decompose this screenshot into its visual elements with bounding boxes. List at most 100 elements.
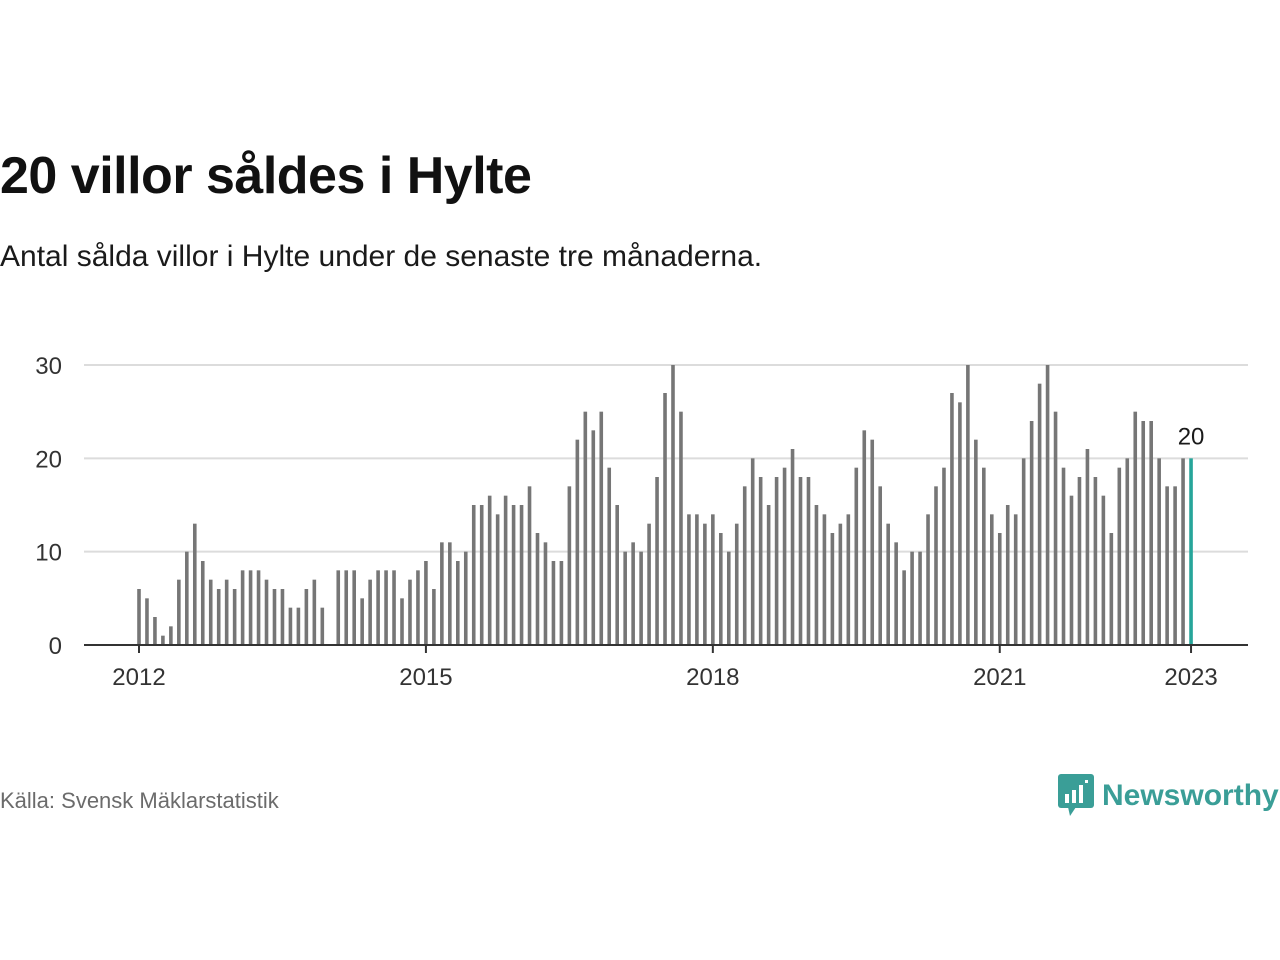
bar (1173, 486, 1177, 645)
bar (479, 505, 484, 645)
bar (240, 570, 245, 645)
bar (392, 570, 396, 645)
bar (1037, 383, 1042, 645)
bar (910, 551, 914, 645)
bar (320, 607, 325, 645)
bar (463, 551, 468, 645)
bar (639, 551, 643, 645)
bar (1101, 495, 1106, 645)
bar (878, 486, 883, 645)
bar (304, 589, 309, 645)
bar (655, 477, 659, 645)
bar (1157, 458, 1161, 645)
bar (344, 570, 349, 645)
bar (400, 598, 404, 645)
y-tick-label: 10 (35, 540, 62, 567)
bar (758, 477, 763, 645)
bar (918, 551, 922, 645)
bar (989, 514, 994, 645)
bar (870, 439, 875, 645)
bar (137, 589, 141, 645)
bar (1045, 365, 1050, 645)
bar (519, 505, 524, 645)
bar (607, 467, 612, 645)
bar (272, 589, 277, 645)
bar (495, 514, 500, 645)
bar (145, 598, 149, 645)
bar-highlight (1189, 458, 1193, 645)
x-tick-label: 2012 (112, 664, 165, 691)
bar (511, 505, 516, 645)
bar (1061, 467, 1066, 645)
bar (623, 551, 627, 645)
bar (1125, 458, 1130, 645)
bar (1149, 421, 1153, 645)
bar (1133, 411, 1138, 645)
bar (543, 542, 548, 645)
bar (719, 533, 723, 645)
bar (527, 486, 532, 645)
bar (224, 579, 229, 645)
bar (1085, 449, 1090, 645)
bar (296, 607, 301, 645)
bar (966, 365, 970, 645)
bar (1005, 505, 1010, 645)
bar (312, 579, 317, 645)
bar (169, 626, 173, 645)
bar (997, 533, 1002, 645)
bar (950, 393, 954, 645)
bar (535, 533, 540, 645)
bar (687, 514, 691, 645)
bar (440, 542, 444, 645)
bar (1077, 477, 1082, 645)
bar (982, 467, 986, 645)
bar (926, 514, 930, 645)
bar (830, 533, 835, 645)
bar (471, 505, 476, 645)
bar (599, 411, 604, 645)
bar (456, 561, 460, 645)
bar (1093, 477, 1098, 645)
bar (185, 551, 189, 645)
bar (336, 570, 341, 645)
bar (894, 542, 898, 645)
x-tick-label: 2021 (973, 664, 1026, 691)
x-tick-label: 2015 (399, 664, 452, 691)
bar (416, 570, 420, 645)
bar (1053, 411, 1058, 645)
bar (384, 570, 388, 645)
bar (1021, 458, 1026, 645)
x-tick-label: 2023 (1164, 664, 1217, 691)
bar (360, 598, 364, 645)
bar (846, 514, 851, 645)
bar (774, 477, 779, 645)
bar (161, 635, 165, 645)
bar (1109, 533, 1114, 645)
bar (376, 570, 380, 645)
brand-name: Newsworthy (1102, 779, 1279, 812)
bar (551, 561, 556, 645)
bar (432, 589, 436, 645)
y-tick-label: 0 (49, 633, 62, 660)
bar (200, 561, 205, 645)
bar (264, 579, 269, 645)
chart-subtitle: Antal sålda villor i Hylte under de sena… (0, 240, 763, 273)
bar (862, 430, 867, 645)
bar (153, 617, 157, 645)
bar (503, 495, 508, 645)
bar (368, 579, 372, 645)
bar (575, 439, 580, 645)
bar (814, 505, 819, 645)
bar (1013, 514, 1018, 645)
bar (1181, 458, 1185, 645)
bar (232, 589, 237, 645)
bar (408, 579, 412, 645)
bar (288, 607, 293, 645)
bar (974, 439, 978, 645)
bar (615, 505, 619, 645)
bar (742, 486, 747, 645)
bar (838, 523, 843, 645)
bar (726, 551, 731, 645)
bar (798, 477, 803, 645)
highlight-value-label: 20 (1178, 423, 1205, 450)
